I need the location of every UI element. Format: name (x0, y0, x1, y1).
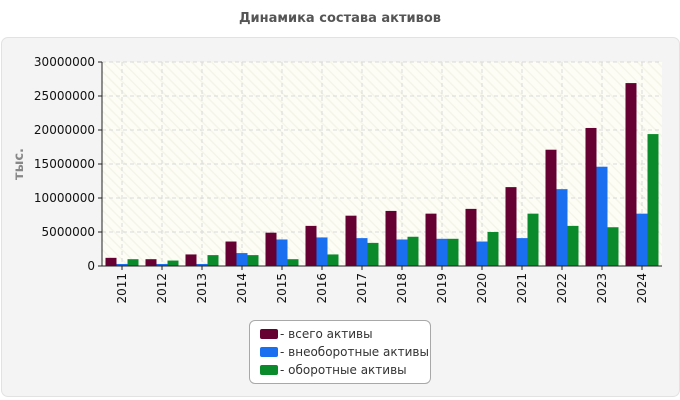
bar-noncurrent-2017 (356, 238, 368, 266)
bar-current-2013 (207, 255, 219, 266)
bar-noncurrent-2016 (316, 237, 328, 266)
x-tick-label: 2021 (515, 273, 529, 304)
bar-current-2021 (527, 213, 539, 266)
bar-noncurrent-2015 (276, 239, 288, 266)
legend-item-current: - оборотные активы (260, 362, 407, 378)
bar-current-2016 (327, 254, 339, 266)
y-axis-label: тыс. (12, 148, 27, 180)
bar-total-2018 (385, 210, 397, 266)
bar-current-2017 (367, 242, 379, 266)
bars (105, 83, 659, 267)
bar-total-2022 (545, 149, 557, 266)
y-tick-label: 30000000 (34, 55, 95, 69)
bar-noncurrent-2014 (236, 253, 248, 266)
x-tick-label: 2023 (595, 273, 609, 304)
x-ticks: 2011 2012 2013 2014 2015 2016 2017 2018 2019 2020… (115, 266, 649, 304)
legend-item-noncurrent: - внеоборотные активы (260, 344, 429, 360)
bar-total-2016 (305, 225, 317, 266)
bar-noncurrent-2011 (116, 263, 128, 266)
bar-total-2019 (425, 213, 437, 266)
legend-label-noncurrent: - внеоборотные активы (280, 345, 429, 359)
x-tick-label: 2014 (235, 273, 249, 304)
bar-current-2014 (247, 255, 259, 266)
legend-label-total: - всего активы (280, 327, 373, 341)
bar-noncurrent-2018 (396, 239, 408, 266)
bar-current-2020 (487, 232, 499, 266)
bar-total-2021 (505, 187, 517, 266)
y-tick-label: 5000000 (42, 225, 95, 239)
bar-total-2011 (105, 257, 117, 266)
y-ticks: 0 5000000 10000000 15000000 20000000 25000000… (34, 55, 102, 273)
x-tick-label: 2012 (155, 273, 169, 304)
bar-current-2022 (567, 225, 579, 266)
legend-swatch-current (260, 365, 278, 375)
bar-noncurrent-2022 (556, 189, 568, 266)
legend-label-current: - оборотные активы (280, 363, 407, 377)
x-tick-label: 2017 (355, 273, 369, 304)
bar-current-2018 (407, 236, 419, 266)
bar-current-2012 (167, 260, 179, 266)
bar-total-2017 (345, 215, 357, 266)
x-tick-label: 2016 (315, 273, 329, 304)
x-tick-label: 2022 (555, 273, 569, 304)
bar-noncurrent-2013 (196, 263, 208, 266)
x-tick-label: 2020 (475, 273, 489, 304)
bar-current-2011 (127, 259, 139, 266)
x-tick-label: 2019 (435, 273, 449, 304)
bar-current-2024 (647, 134, 659, 266)
bar-noncurrent-2020 (476, 241, 488, 266)
y-tick-label: 0 (87, 259, 95, 273)
legend-item-total: - всего активы (260, 326, 373, 342)
bar-noncurrent-2012 (156, 263, 168, 266)
bar-total-2020 (465, 208, 477, 266)
bar-total-2013 (185, 254, 197, 266)
x-tick-label: 2018 (395, 273, 409, 304)
y-tick-label: 25000000 (34, 89, 95, 103)
legend-swatch-noncurrent (260, 347, 278, 357)
legend: - всего активы - внеоборотные активы - о… (249, 320, 431, 384)
bar-noncurrent-2023 (596, 166, 608, 266)
x-tick-label: 2013 (195, 273, 209, 304)
x-tick-label: 2015 (275, 273, 289, 304)
bar-noncurrent-2019 (436, 238, 448, 266)
bar-total-2014 (225, 241, 237, 266)
bar-total-2023 (585, 127, 597, 267)
bar-total-2012 (145, 259, 157, 266)
bar-noncurrent-2024 (636, 213, 648, 266)
bar-total-2015 (265, 232, 277, 266)
bar-current-2019 (447, 238, 459, 266)
x-tick-label: 2024 (635, 273, 649, 304)
bar-total-2024 (625, 83, 637, 266)
legend-swatch-total (260, 329, 278, 339)
bar-current-2023 (607, 227, 619, 266)
chart-title: Динамика состава активов (238, 11, 442, 26)
bar-current-2015 (287, 259, 299, 266)
bar-noncurrent-2021 (516, 238, 528, 266)
y-tick-label: 10000000 (34, 191, 95, 205)
y-tick-label: 20000000 (34, 123, 95, 137)
x-tick-label: 2011 (115, 273, 129, 304)
y-tick-label: 15000000 (34, 157, 95, 171)
